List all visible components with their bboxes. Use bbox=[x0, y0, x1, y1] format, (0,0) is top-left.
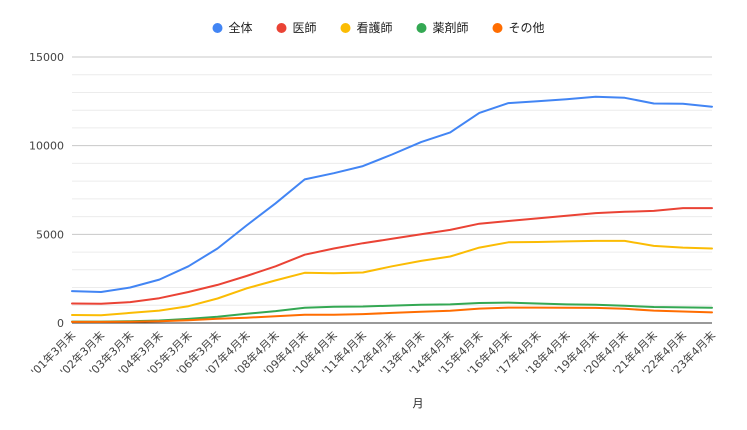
legend-label: 看護師 bbox=[357, 20, 393, 35]
legend-label: 医師 bbox=[293, 21, 317, 35]
y-axis-tick-labels: 0 5000 10000 15000 bbox=[29, 51, 64, 330]
legend-label: 全体 bbox=[229, 20, 253, 35]
series-line bbox=[71, 207, 713, 305]
series-line bbox=[71, 95, 713, 293]
y-tick-label: 5000 bbox=[36, 228, 64, 241]
series-line bbox=[71, 301, 713, 323]
series-line bbox=[71, 306, 713, 323]
legend-swatch bbox=[276, 23, 287, 33]
x-axis-title: 月 bbox=[413, 397, 424, 410]
y-tick-label: 15000 bbox=[29, 51, 64, 64]
y-tick-label: 10000 bbox=[29, 140, 64, 153]
y-tick-label: 0 bbox=[57, 317, 64, 330]
legend-label: 薬剤師 bbox=[433, 20, 469, 35]
legend-swatch bbox=[492, 23, 503, 33]
series-line bbox=[71, 239, 713, 317]
series-lines bbox=[71, 95, 713, 323]
legend-swatch bbox=[212, 23, 223, 33]
legend-swatch bbox=[416, 23, 427, 33]
legend: 全体 医師 看護師 薬剤師 その他 bbox=[212, 20, 545, 35]
legend-label: その他 bbox=[509, 21, 545, 35]
legend-swatch bbox=[340, 23, 351, 33]
